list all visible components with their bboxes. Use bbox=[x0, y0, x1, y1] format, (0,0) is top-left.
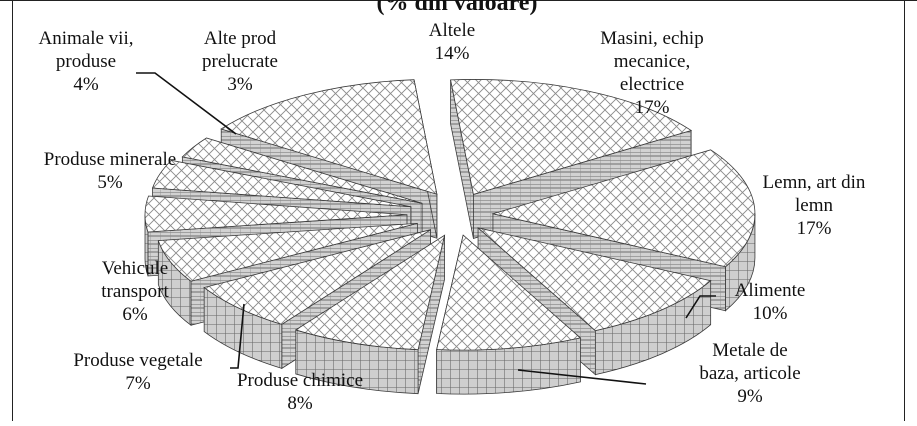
slice-name: Produse chimice bbox=[237, 370, 363, 391]
slice-name: electrice bbox=[620, 74, 684, 95]
slice-name: lemn bbox=[795, 195, 833, 216]
slice-label: Lemn, art din lemn 17% bbox=[763, 172, 866, 239]
slice-label: Produse minerale 5% bbox=[44, 149, 176, 193]
slice-label: Alimente 10% bbox=[735, 280, 806, 324]
slice-value: 5% bbox=[97, 172, 123, 193]
slice-value: 3% bbox=[227, 74, 253, 95]
slice-label: Masini, echip mecanice, electrice 17% bbox=[600, 28, 703, 118]
slice-name: Animale vii, bbox=[39, 28, 134, 49]
slice-top-face bbox=[294, 234, 446, 351]
slice-top-face bbox=[450, 79, 693, 195]
slice-top-face bbox=[477, 227, 712, 332]
slice-value: 7% bbox=[125, 373, 151, 394]
slice-name: prelucrate bbox=[202, 51, 278, 72]
slice-top-face bbox=[144, 195, 408, 233]
data-labels: Masini, echip mecanice, electrice 17%Lemn, … bbox=[39, 20, 866, 414]
slice-value: 10% bbox=[753, 303, 788, 324]
slice-value: 17% bbox=[797, 218, 832, 239]
slice-value: 8% bbox=[287, 393, 313, 414]
slice-label: Altele 14% bbox=[429, 20, 475, 64]
slices-layer bbox=[144, 79, 756, 395]
pie-slice bbox=[294, 234, 446, 395]
slice-name: Produse vegetale bbox=[73, 350, 202, 371]
slice-top-face bbox=[203, 229, 431, 325]
slice-name: baza, articole bbox=[699, 363, 800, 384]
slice-name: Masini, echip bbox=[600, 28, 703, 49]
slice-value: 14% bbox=[435, 43, 470, 64]
slice-label: Metale de baza, articole 9% bbox=[699, 340, 800, 407]
leader-lines bbox=[136, 72, 716, 385]
chart-title: (% din valoare) bbox=[377, 0, 538, 16]
slice-name: Alte prod bbox=[204, 28, 277, 49]
slice-name: Produse minerale bbox=[44, 149, 176, 170]
leader-line bbox=[136, 72, 237, 135]
slice-label: Animale vii, produse 4% bbox=[39, 28, 134, 95]
slice-top-face bbox=[220, 79, 438, 195]
slice-name: produse bbox=[56, 51, 116, 72]
slice-name: Vehicule bbox=[102, 258, 168, 279]
leader-line bbox=[517, 369, 647, 385]
slice-value: 6% bbox=[122, 304, 148, 325]
slice-label: Produse vegetale 7% bbox=[73, 350, 202, 394]
slice-value: 9% bbox=[737, 386, 763, 407]
slice-top-face bbox=[151, 159, 412, 208]
pie-slice bbox=[436, 234, 582, 395]
slice-name: Altele bbox=[429, 20, 475, 41]
slice-value: 17% bbox=[635, 97, 670, 118]
slice-name: mecanice, bbox=[614, 51, 690, 72]
leader-line bbox=[685, 295, 716, 319]
slice-label: Produse chimice 8% bbox=[237, 370, 363, 414]
slice-top-face bbox=[157, 222, 418, 282]
slice-value: 4% bbox=[73, 74, 99, 95]
slice-top-face bbox=[491, 149, 756, 268]
slice-label: Alte prod prelucrate 3% bbox=[202, 28, 278, 95]
slice-name: transport bbox=[101, 281, 169, 302]
slice-top-face bbox=[181, 137, 423, 204]
slice-label: Vehicule transport 6% bbox=[101, 258, 169, 325]
leader-line bbox=[230, 303, 245, 369]
slice-name: Metale de bbox=[712, 340, 787, 361]
slice-top-face bbox=[436, 234, 582, 351]
slice-name: Lemn, art din bbox=[763, 172, 866, 193]
slice-name: Alimente bbox=[735, 280, 806, 301]
